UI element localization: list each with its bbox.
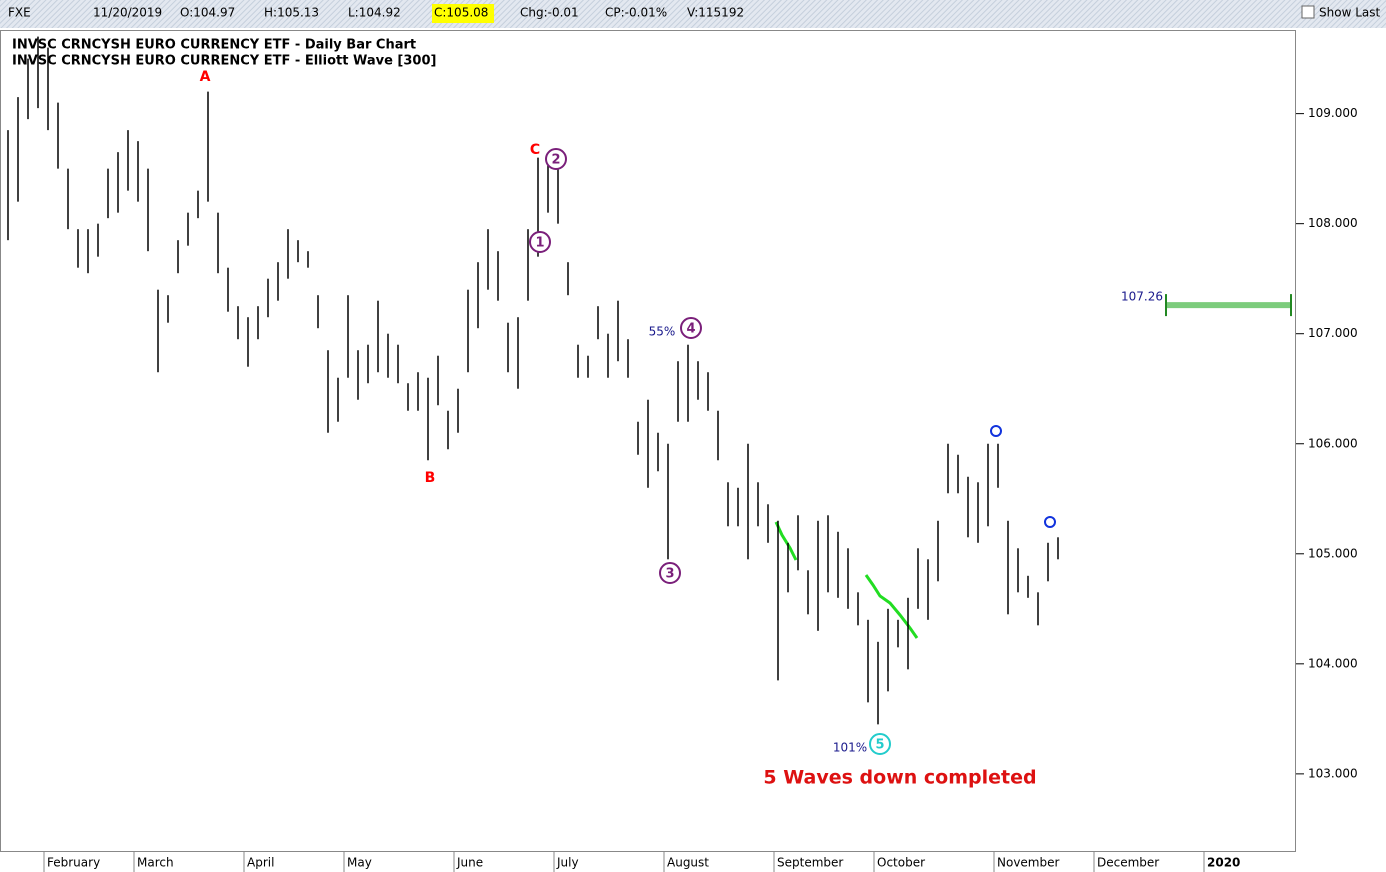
- wave-marker: [680, 317, 702, 339]
- x-axis-bar: [0, 852, 1386, 872]
- x-tick-label: July: [556, 856, 579, 870]
- target-label: 107.26: [1121, 290, 1163, 304]
- y-tick-label: 105.000: [1308, 546, 1358, 560]
- wave-marker: [529, 231, 551, 253]
- wave-marker: [659, 562, 681, 584]
- y-tick-label: 104.000: [1308, 656, 1358, 670]
- wave-label: 3: [665, 567, 674, 582]
- show-last-label[interactable]: Show Last: [1319, 6, 1380, 20]
- wave-marker: [869, 733, 891, 755]
- y-tick-label: 107.000: [1308, 326, 1358, 340]
- change: Chg:-0.01: [520, 6, 579, 20]
- x-tick-label: March: [137, 856, 174, 870]
- x-tick-label: 2020: [1207, 856, 1240, 870]
- trend-line: [774, 521, 798, 561]
- wave-label: 4: [686, 322, 695, 337]
- symbol: FXE: [8, 6, 31, 20]
- pivot-marker: [1044, 516, 1056, 528]
- close: C:105.08: [434, 6, 488, 20]
- x-tick-label: April: [247, 856, 274, 870]
- wave-label: 1: [535, 236, 544, 251]
- y-tick-label: 109.000: [1308, 106, 1358, 120]
- pivot-marker: [990, 425, 1002, 437]
- wave-label: 5: [875, 738, 884, 753]
- x-tick-label: December: [1097, 856, 1159, 870]
- annotation: 5 Waves down completed: [763, 767, 1036, 789]
- x-tick-label: June: [456, 856, 483, 870]
- x-tick-label: August: [667, 856, 709, 870]
- show-last-checkbox[interactable]: [1301, 5, 1315, 19]
- x-tick-label: November: [997, 856, 1059, 870]
- y-tick-label: 108.000: [1308, 216, 1358, 230]
- high: H:105.13: [264, 6, 319, 20]
- annotation: 55%: [649, 325, 676, 339]
- change-pct: CP:-0.01%: [605, 6, 667, 20]
- close-highlight: [432, 4, 494, 23]
- annotation: 101%: [833, 741, 867, 755]
- chart-subtitle: INVSC CRNCYSH EURO CURRENCY ETF - Elliot…: [12, 54, 436, 69]
- y-tick-label: 106.000: [1308, 436, 1358, 450]
- x-tick-label: September: [777, 856, 843, 870]
- x-tick-label: May: [347, 856, 372, 870]
- wave-letter: B: [425, 470, 436, 486]
- volume: V:115192: [687, 6, 744, 20]
- trend-line: [864, 574, 919, 639]
- open: O:104.97: [180, 6, 235, 20]
- wave-letter: A: [200, 69, 211, 85]
- wave-marker: [545, 148, 567, 170]
- low: L:104.92: [348, 6, 401, 20]
- x-tick-label: October: [877, 856, 925, 870]
- wave-label: 2: [551, 153, 560, 168]
- date: 11/20/2019: [93, 6, 162, 20]
- y-tick-label: 103.000: [1308, 766, 1358, 780]
- chart-title: INVSC CRNCYSH EURO CURRENCY ETF - Daily …: [12, 38, 416, 53]
- header-bar: [0, 0, 1386, 28]
- x-tick-label: February: [47, 856, 100, 870]
- wave-letter: C: [530, 142, 540, 158]
